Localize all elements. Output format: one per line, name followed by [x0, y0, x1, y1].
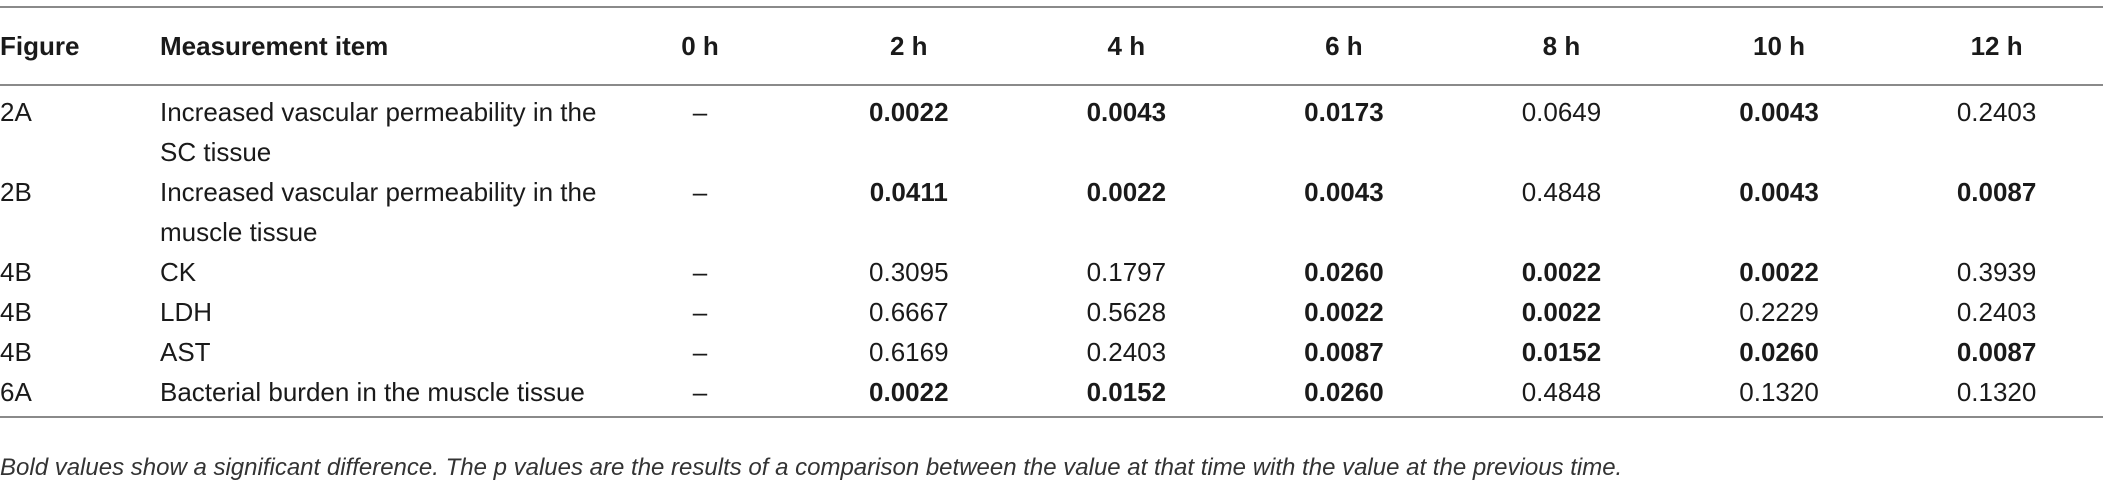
cell-p-value: 0.4848	[1452, 372, 1671, 418]
table-row: 4B LDH – 0.6667 0.5628 0.0022 0.0022 0.2229 0.24…	[0, 292, 2103, 332]
cell-figure: 4B	[0, 297, 32, 327]
header-measurement-item: Measurement item	[160, 6, 630, 86]
cell-figure: 2A	[0, 97, 32, 127]
cell-p-value: 0.0173	[1304, 97, 1384, 127]
cell-measurement-item: LDH	[160, 292, 630, 332]
header-12h: 12 h	[1887, 6, 2103, 86]
table-row: 4B CK – 0.3095 0.1797 0.0260 0.0022 0.0022 0.393…	[0, 252, 2103, 292]
cell-figure: 4B	[0, 337, 32, 367]
measurement-item-text: AST	[160, 337, 211, 367]
header-8h: 8 h	[1452, 6, 1671, 86]
cell-p-value: 0.0152	[1017, 372, 1236, 418]
cell-p-value: 0.0022	[1086, 177, 1167, 207]
cell-p-value: 0.6667	[869, 297, 949, 327]
cell-p-value: 0.0260	[1235, 372, 1453, 418]
cell-0h-value: –	[692, 97, 708, 127]
header-row: Figure Measurement item 0 h 2 h 4 h 6 h …	[0, 6, 2103, 86]
measurement-item-text: Bacterial burden in the muscle tissue	[160, 377, 585, 407]
cell-p-value: 0.0043	[1304, 177, 1384, 207]
cell-p-value: 0.0043	[1086, 97, 1167, 127]
measurement-item-text: CK	[160, 257, 197, 287]
cell-p-value: 0.1797	[1086, 257, 1167, 287]
cell-0h-value: –	[692, 177, 708, 207]
table-body: 2A Increased vascular permeability in the…	[0, 85, 2103, 418]
header-4h: 4 h	[1017, 6, 1236, 86]
cell-p-value: 0.0043	[1739, 177, 1819, 207]
cell-p-value: 0.0649	[1521, 97, 1602, 127]
cell-measurement-item: Bacterial burden in the muscle tissue	[160, 372, 630, 418]
header-6h: 6 h	[1235, 6, 1453, 86]
cell-p-value: 0.0022	[1521, 257, 1602, 287]
p-values-table: Figure Measurement item 0 h 2 h 4 h 6 h …	[0, 6, 2103, 418]
cell-p-value: 0.4848	[1521, 177, 1602, 207]
table-header: Figure Measurement item 0 h 2 h 4 h 6 h …	[0, 6, 2103, 86]
cell-0h-value: –	[692, 297, 708, 327]
cell-p-value: 0.0087	[1956, 177, 2037, 207]
header-10h: 10 h	[1670, 6, 1888, 86]
cell-p-value: 0.6169	[869, 337, 949, 367]
header-0h: 0 h	[630, 6, 800, 86]
cell-measurement-item: Increased vascular permeability in the m…	[160, 172, 630, 252]
cell-measurement-item: AST	[160, 332, 630, 372]
measurement-item-text: Increased vascular permeability in the S…	[160, 97, 597, 167]
cell-p-value: 0.2403	[1956, 297, 2037, 327]
measurement-item-text: LDH	[160, 297, 213, 327]
cell-p-value: 0.2403	[1086, 337, 1167, 367]
cell-p-value: 0.0022	[869, 97, 949, 127]
header-2h: 2 h	[800, 6, 1018, 86]
cell-measurement-item: CK	[160, 252, 630, 292]
table-row: 2B Increased vascular permeability in the…	[0, 172, 2103, 252]
cell-p-value: 0.1320	[1887, 372, 2103, 418]
cell-p-value: 0.0260	[1304, 257, 1384, 287]
cell-p-value: 0.3095	[869, 257, 949, 287]
cell-p-value: 0.0043	[1739, 97, 1819, 127]
cell-p-value: 0.0022	[1521, 297, 1602, 327]
cell-p-value: 0.2229	[1739, 297, 1819, 327]
cell-p-value: 0.0022	[1304, 297, 1384, 327]
cell-figure: 2B	[0, 177, 32, 207]
cell-p-value: 0.1320	[1670, 372, 1888, 418]
cell-p-value: 0.3939	[1956, 257, 2037, 287]
cell-0h-value: –	[630, 372, 800, 418]
cell-p-value: 0.0411	[869, 177, 948, 207]
table-row: 2A Increased vascular permeability in the…	[0, 85, 2103, 172]
measurement-item-text: Increased vascular permeability in the m…	[160, 177, 597, 247]
cell-p-value: 0.0260	[1739, 337, 1819, 367]
table-footnote: Bold values show a significant differenc…	[0, 454, 1623, 481]
cell-p-value: 0.0087	[1304, 337, 1384, 367]
cell-p-value: 0.5628	[1086, 297, 1167, 327]
header-figure: Figure	[0, 6, 160, 86]
cell-p-value: 0.0022	[800, 372, 1018, 418]
cell-0h-value: –	[692, 257, 708, 287]
cell-figure: 4B	[0, 257, 32, 287]
cell-0h-value: –	[692, 337, 708, 367]
cell-p-value: 0.0152	[1521, 337, 1602, 367]
cell-p-value: 0.0087	[1956, 337, 2037, 367]
cell-measurement-item: Increased vascular permeability in the S…	[160, 85, 630, 172]
table-row: 6A Bacterial burden in the muscle tissue –…	[0, 372, 2103, 418]
cell-p-value: 0.2403	[1956, 97, 2037, 127]
cell-figure: 6A	[0, 372, 160, 418]
cell-p-value: 0.0022	[1739, 257, 1819, 287]
table-row: 4B AST – 0.6169 0.2403 0.0087 0.0152 0.0260 0.00…	[0, 332, 2103, 372]
